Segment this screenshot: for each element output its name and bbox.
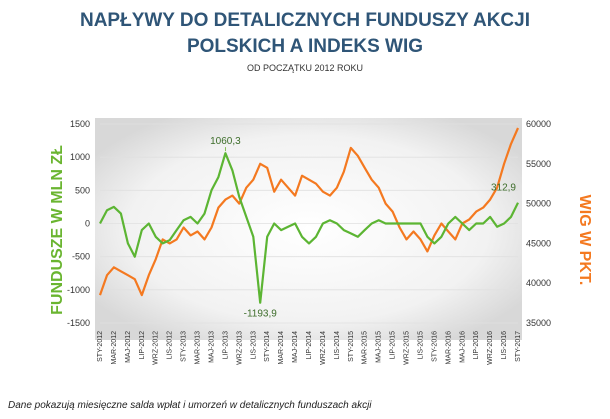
y-tick-left-label: 1000 [70,152,90,162]
x-tick-label: LIP-2015 [390,331,397,360]
x-tick-label: WRZ-2012 [153,331,160,365]
y-tick-left-label: -1500 [67,318,90,328]
x-tick-label: WRZ-2013 [236,331,243,365]
x-tick-label: LIP-2013 [222,331,229,360]
x-tick-label: MAJ-2015 [376,331,383,363]
y-tick-left-label: -500 [72,252,90,262]
x-tick-label: LIS-2014 [334,331,341,360]
x-axis: STY-2012 MAR-2012 MAJ-2012 LIP-2012 WRZ-2012… [97,331,522,365]
chart-title-line2: POLSKICH A INDEKS WIG [186,36,424,57]
x-tick-label: STY-2015 [348,331,355,362]
chart-title: NAPŁYWY DO DETALICZNYCH FUNDUSZY AKCJI P… [0,8,610,60]
y-tick-right-label: 40000 [526,278,551,288]
x-tick-label: MAR-2012 [111,331,118,365]
x-tick-label: LIS-2013 [250,331,257,360]
footnote: Dane pokazują miesięczne salda wpłat i u… [8,400,372,411]
series-group [98,127,520,304]
x-tick-label: MAR-2015 [362,331,369,365]
x-tick-label: MAR-2014 [278,331,285,365]
y-tick-left-label: 0 [85,219,90,229]
chart-title-line1: NAPŁYWY DO DETALICZNYCH FUNDUSZY AKCJI [79,10,531,31]
x-tick-label: LIP-2012 [139,331,146,360]
x-tick-label: MAJ-2013 [208,331,215,363]
x-tick-label: LIS-2016 [501,331,508,360]
y-tick-left-label: 500 [75,185,90,195]
plot-background [95,118,522,340]
x-tick-label: MAJ-2016 [459,331,466,363]
y-axis-right-title: WIG W PKT. [576,195,593,286]
grid-lines [100,123,518,324]
wig-line [98,127,520,297]
y-tick-right-label: 55000 [526,159,551,169]
y-tick-right-label: 45000 [526,238,551,248]
x-tick-label: STY-2014 [264,331,271,362]
x-tick-label: LIS-2012 [167,331,174,360]
y-tick-right-label: 50000 [526,199,551,209]
y-axis-left: -1500 -1000 -500 0 500 1000 1500 [67,119,90,328]
x-tick-label: STY-2016 [431,331,438,362]
annotations: 1060,3 -1193,9 312,9 [210,136,516,320]
x-tick-label: WRZ-2015 [404,331,411,365]
funds-line [99,152,519,304]
y-tick-right-label: 35000 [526,318,551,328]
chart-subtitle: OD POCZĄTKU 2012 ROKU [246,63,364,73]
annotation-label: -1193,9 [244,309,278,320]
y-axis-left-title: FUNDUSZE W MLN ZŁ [49,145,66,315]
x-tick-label: WRZ-2014 [320,331,327,365]
x-tick-label: STY-2012 [97,331,104,362]
y-tick-right-label: 60000 [526,119,551,129]
y-tick-left-label: -1000 [67,285,90,295]
x-tick-label: STY-2017 [515,331,522,362]
x-tick-label: LIS-2015 [417,331,424,360]
x-tick-label: MAR-2016 [445,331,452,365]
x-tick-label: LIP-2014 [306,331,313,360]
x-tick-label: STY-2013 [181,331,188,362]
annotation-label: 312,9 [491,183,516,194]
x-tick-label: MAJ-2012 [125,331,132,363]
y-axis-right: 35000 40000 45000 50000 55000 60000 [526,119,551,328]
x-tick-label: MAJ-2014 [292,331,299,363]
annotation-label: 1060,3 [210,136,241,147]
x-tick-label: MAR-2013 [195,331,202,365]
x-tick-label: WRZ-2016 [487,331,494,365]
x-tick-label: LIP-2016 [473,331,480,360]
y-tick-left-label: 1500 [70,119,90,129]
